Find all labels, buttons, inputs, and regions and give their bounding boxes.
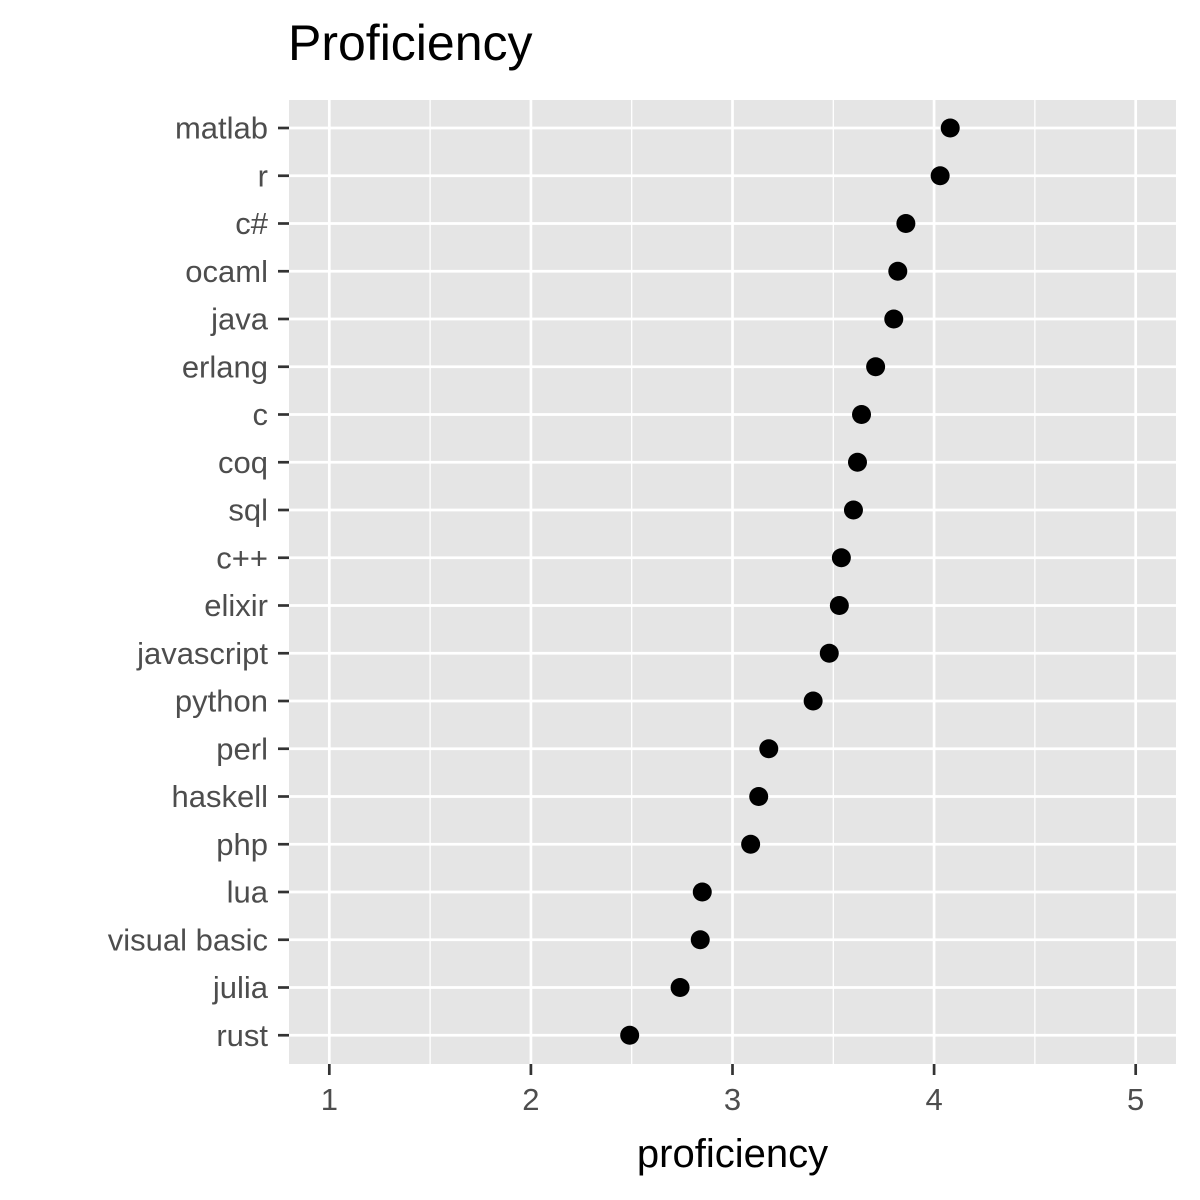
y-tick-label: sql xyxy=(228,493,268,528)
data-point-python xyxy=(803,691,823,711)
data-point-c- xyxy=(831,548,851,568)
y-tick-label: javascript xyxy=(136,636,268,671)
y-tick-label: haskell xyxy=(172,779,269,814)
data-point-sql xyxy=(843,500,863,520)
y-tick-label: erlang xyxy=(182,349,268,384)
data-point-julia xyxy=(670,978,690,997)
data-point-elixir xyxy=(829,596,849,615)
y-tick-label: coq xyxy=(218,445,268,480)
y-tick-label: ocaml xyxy=(185,254,268,289)
y-tick-label: python xyxy=(175,684,268,719)
grid-minor xyxy=(429,100,1036,1064)
data-point-perl xyxy=(759,739,779,759)
y-tick-label: matlab xyxy=(175,111,268,146)
x-tick-label: 4 xyxy=(925,1082,942,1117)
data-point-c xyxy=(852,405,872,424)
y-tick-label: php xyxy=(216,827,268,862)
data-point-php xyxy=(741,834,761,854)
y-tick-label: c xyxy=(253,397,269,432)
data-points xyxy=(620,118,960,1045)
chart-title: Proficiency xyxy=(288,15,533,71)
y-tick-label: java xyxy=(210,302,269,337)
data-point-r xyxy=(930,166,950,186)
y-tick-label: r xyxy=(258,158,268,193)
x-axis-title: proficiency xyxy=(637,1132,828,1176)
y-tick-label: lua xyxy=(227,875,269,910)
data-point-matlab xyxy=(940,118,960,138)
y-tick-label: elixir xyxy=(204,588,268,623)
x-axis: 1 2 3 4 5 xyxy=(321,1064,1144,1117)
data-point-rust xyxy=(620,1025,640,1045)
data-point-haskell xyxy=(749,787,769,806)
data-point-lua xyxy=(692,882,712,902)
grid-major xyxy=(289,100,1176,1064)
data-point-c- xyxy=(896,214,916,233)
y-tick-label: c++ xyxy=(216,540,268,575)
data-point-javascript xyxy=(819,643,839,663)
y-axis: matlab r c# ocaml java erlang c coq sql c++ elixir… xyxy=(108,111,289,1053)
data-point-erlang xyxy=(866,357,886,377)
x-tick-label: 3 xyxy=(724,1082,741,1117)
data-point-visual-basic xyxy=(690,930,710,950)
y-tick-label: perl xyxy=(216,731,268,766)
data-point-coq xyxy=(847,452,867,472)
y-tick-label: c# xyxy=(235,206,269,241)
data-point-ocaml xyxy=(888,261,908,281)
y-tick-label: rust xyxy=(216,1018,268,1053)
y-tick-label: visual basic xyxy=(108,922,268,957)
x-tick-label: 2 xyxy=(522,1082,539,1117)
y-tick-label: julia xyxy=(212,970,269,1005)
x-tick-label: 5 xyxy=(1127,1082,1144,1117)
x-tick-label: 1 xyxy=(321,1082,338,1117)
data-point-java xyxy=(884,309,904,329)
